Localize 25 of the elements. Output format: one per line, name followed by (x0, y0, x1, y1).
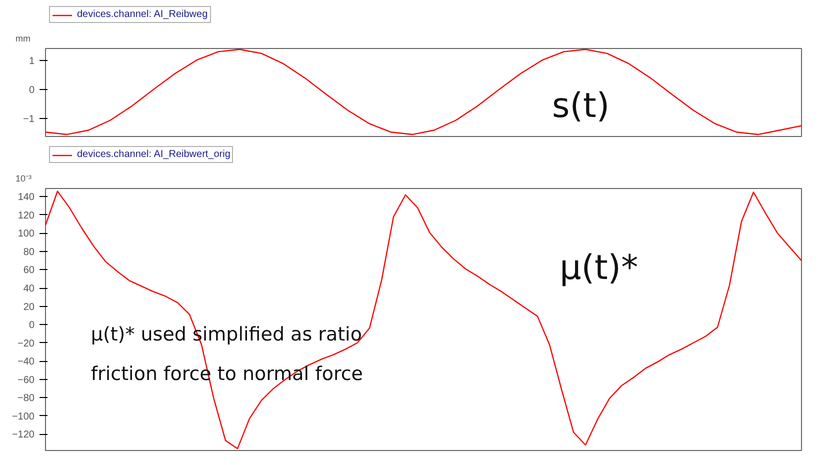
y-axis-title: mm (16, 34, 30, 44)
y-tick-label: 0 (28, 320, 35, 332)
line-series (46, 48, 802, 136)
y-tick-label: 0 (28, 84, 35, 96)
y-tick-label: −80 (18, 393, 35, 404)
legend-label: devices.channel: AI_Reibweg (77, 9, 208, 20)
line-series (46, 190, 802, 450)
y-tick-label: 40 (23, 284, 35, 295)
y-tick-label: 1 (28, 56, 35, 67)
annotation: μ(t)* (560, 248, 638, 288)
y-tick-label: −60 (18, 374, 35, 386)
y-tick-label: −120 (12, 430, 35, 441)
y-tick-label: −20 (18, 338, 35, 350)
y-tick-label: −1 (23, 114, 35, 125)
y-tick-label: 100 (18, 228, 35, 240)
y-tick-label: −100 (12, 411, 35, 422)
y-tick-label: 60 (23, 265, 35, 276)
y-axis-title: 10⁻³ (16, 174, 32, 184)
y-tick-label: 80 (23, 246, 35, 258)
y-tick-label: −40 (18, 356, 35, 368)
y-tick-label: 140 (18, 192, 35, 204)
annotation: s(t) (552, 86, 610, 126)
legend-label: devices.channel: AI_Reibwert_orig (77, 149, 230, 160)
y-tick-label: 20 (23, 302, 35, 313)
y-tick-label: 120 (18, 210, 35, 222)
